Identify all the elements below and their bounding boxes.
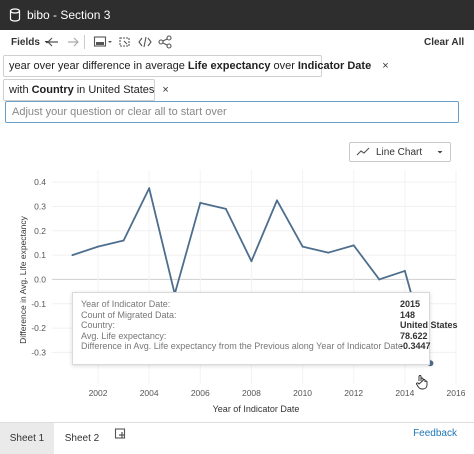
tab-sheet-1[interactable]: Sheet 1 [0, 423, 54, 454]
pill1-text: year over year difference in average [9, 60, 185, 72]
line-chart-icon [356, 147, 370, 156]
toolbar-divider [84, 35, 85, 49]
title-bar: bibo - Section 3 [0, 0, 474, 30]
pill1-field-date[interactable]: Indicator Date [297, 60, 372, 72]
pill2-text: with [9, 84, 29, 96]
fields-label: Fields [11, 36, 40, 48]
query-pill-measure[interactable]: year over year difference in average Lif… [3, 55, 389, 77]
redo-icon[interactable] [66, 34, 80, 50]
fields-menu[interactable]: Fields [11, 34, 51, 50]
tooltip-value: United States [400, 320, 458, 331]
chart-type-label: Line Chart [376, 146, 423, 158]
tooltip-label: Avg. Life expectancy: [81, 330, 167, 341]
tooltip-row: Difference in Avg. Life expectancy from … [81, 341, 431, 352]
share-icon[interactable] [158, 34, 172, 50]
tooltip: Year of Indicator Date: 2015 Count of Migr… [72, 292, 458, 365]
pill2-filter-value: in United States [76, 84, 155, 96]
tooltip-value: 78.622 [400, 330, 428, 341]
pill1-connector: over [273, 60, 295, 72]
window-title: bibo - Section 3 [27, 8, 111, 22]
new-sheet-icon[interactable] [114, 427, 128, 441]
tooltip-label: Year of Indicator Date: [81, 299, 171, 309]
tab-sheet-2[interactable]: Sheet 2 [64, 433, 100, 444]
database-icon [9, 8, 21, 22]
undo-icon[interactable] [46, 34, 60, 50]
tooltip-label: Country: [81, 320, 116, 331]
remove-pill-icon[interactable]: × [382, 60, 389, 72]
pill1-field-measure[interactable]: Life expectancy [187, 60, 271, 72]
tooltip-value: -0.3447 [400, 341, 431, 352]
tooltip-row: Count of Migrated Data: 148 [81, 310, 423, 321]
tooltip-row: Avg. Life expectancy: 78.622 [81, 330, 428, 342]
tooltip-label: Count of Migrated Data: [81, 309, 177, 320]
pill2-field-country[interactable]: Country [31, 84, 74, 96]
chart-type-select[interactable]: Line Chart [349, 142, 451, 162]
tooltip-row: Year of Indicator Date: 2015 [81, 299, 423, 310]
present-icon[interactable] [93, 34, 113, 50]
tooltip-value: 148 [400, 309, 416, 320]
embed-code-icon[interactable] [138, 34, 152, 50]
hand-cursor-icon [416, 375, 428, 390]
duplicate-icon[interactable] [118, 34, 132, 50]
caret-down-icon [437, 151, 443, 154]
tooltip-row: Country: United States [81, 320, 458, 331]
query-pill-filter[interactable]: with Country in United States × [3, 79, 169, 101]
ask-data-input[interactable]: Adjust your question or clear all to sta… [5, 101, 459, 123]
tooltip-label: Difference in Avg. Life expectancy from … [81, 341, 406, 352]
remove-pill-icon[interactable]: × [162, 84, 169, 96]
sheet-tab-bar: Sheet 1 Sheet 2 Feedback [0, 422, 474, 454]
chart-pane [5, 132, 467, 422]
feedback-link[interactable]: Feedback [413, 428, 457, 439]
clear-all-button[interactable]: Clear All [424, 36, 465, 48]
tooltip-value: 2015 [400, 299, 421, 309]
